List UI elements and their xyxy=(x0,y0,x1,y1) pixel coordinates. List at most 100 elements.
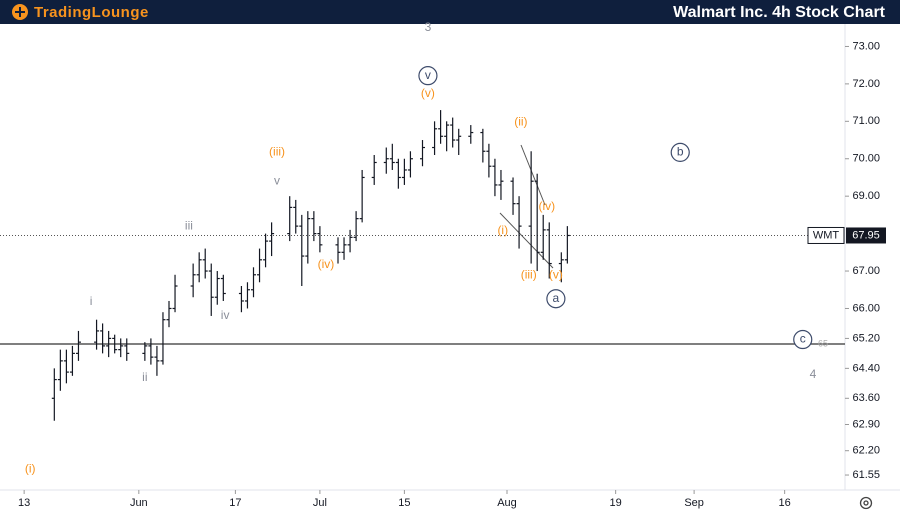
wave-label: (iii) xyxy=(521,268,537,282)
ohlc-bar xyxy=(371,155,377,185)
ohlc-bar xyxy=(172,274,178,313)
wave-circle xyxy=(546,289,566,309)
ohlc-bar xyxy=(444,121,450,152)
wedge-line xyxy=(499,212,554,269)
x-tick-label: Aug xyxy=(497,497,517,509)
price-tag xyxy=(846,227,886,244)
ohlc-bar xyxy=(94,319,100,350)
wave-circle xyxy=(670,142,690,162)
ohlc-bar xyxy=(510,177,516,215)
ohlc-bar xyxy=(118,338,124,358)
y-tick-label: 62.90 xyxy=(852,418,880,430)
ohlc-bar xyxy=(480,128,486,163)
y-tick-label: 61.55 xyxy=(852,469,880,481)
wave-label: (v) xyxy=(421,86,435,100)
symbol-label: WMT xyxy=(813,229,840,241)
x-tick-label: 19 xyxy=(610,497,622,509)
y-tick-label: 62.20 xyxy=(852,445,880,457)
ohlc-bar xyxy=(432,121,438,156)
wave-label: iv xyxy=(221,308,230,322)
wave-label: (i) xyxy=(25,462,36,476)
x-tick-label: 17 xyxy=(229,497,241,509)
ohlc-bar xyxy=(166,300,172,328)
wave-label: 3 xyxy=(425,20,432,34)
y-tick-label: 70.00 xyxy=(852,153,880,165)
ohlc-bar xyxy=(100,323,106,354)
ohlc-bar xyxy=(311,211,317,242)
wave-label: (v) xyxy=(549,268,563,282)
ohlc-bar xyxy=(389,143,395,170)
ohlc-bar xyxy=(57,349,63,391)
header-bar xyxy=(0,0,900,24)
settings-icon[interactable] xyxy=(859,496,873,510)
ohlc-bar xyxy=(395,158,401,189)
y-tick-label: 64.40 xyxy=(852,362,880,374)
wave-label: ii xyxy=(142,370,147,384)
wave-label: (i) xyxy=(497,223,508,237)
x-tick-label: Jul xyxy=(313,497,327,509)
y-tick-label: 69.00 xyxy=(852,190,880,202)
ohlc-bar xyxy=(468,125,474,144)
ohlc-bar xyxy=(347,229,353,253)
ohlc-bar xyxy=(528,151,534,264)
y-tick-label: 65.20 xyxy=(852,332,880,344)
brand: TradingLounge xyxy=(34,4,149,21)
y-tick-label: 73.00 xyxy=(852,40,880,52)
ohlc-bar xyxy=(540,214,546,260)
ohlc-bar xyxy=(51,368,57,421)
ohlc-bar xyxy=(534,173,540,272)
ohlc-bar xyxy=(407,151,413,178)
ohlc-bar xyxy=(305,211,311,264)
ohlc-bar xyxy=(69,345,75,376)
ohlc-bar xyxy=(208,263,214,316)
wave-label: (iv) xyxy=(318,257,335,271)
ohlc-bar xyxy=(341,237,347,260)
ohlc-bar xyxy=(293,199,299,234)
ohlc-bar xyxy=(401,158,407,185)
wave-label: i xyxy=(90,294,93,308)
logo-mark xyxy=(15,7,25,17)
ohlc-bar xyxy=(106,330,112,358)
ohlc-bar xyxy=(456,128,462,156)
ohlc-bar xyxy=(142,342,148,361)
ohlc-bar xyxy=(564,226,570,264)
wave-label: a xyxy=(553,291,560,305)
price-label: 67.95 xyxy=(852,229,880,241)
level-label: 65 xyxy=(818,338,828,348)
ohlc-bar xyxy=(546,222,552,279)
ohlc-bar xyxy=(257,248,263,283)
ohlc-bar xyxy=(558,252,564,283)
ohlc-bar xyxy=(160,312,166,365)
wave-label: v xyxy=(274,173,280,187)
ohlc-bar xyxy=(335,237,341,264)
ohlc-bar xyxy=(498,169,504,200)
x-tick-label: 16 xyxy=(779,497,791,509)
ohlc-bar xyxy=(263,233,269,268)
y-tick-label: 67.00 xyxy=(852,265,880,277)
y-tick-label: 72.00 xyxy=(852,78,880,90)
ohlc-bar xyxy=(492,158,498,197)
chart-title: Walmart Inc. 4h Stock Chart xyxy=(673,4,886,21)
x-tick-label: Jun xyxy=(130,497,148,509)
ohlc-bar xyxy=(244,282,250,309)
ohlc-bar xyxy=(202,248,208,279)
wave-label: b xyxy=(677,145,684,159)
ohlc-bar xyxy=(269,222,275,257)
wave-label: iii xyxy=(185,218,193,232)
ohlc-bar xyxy=(383,147,389,174)
wave-label: (iv) xyxy=(538,199,555,213)
ohlc-bar xyxy=(190,263,196,298)
y-tick-label: 63.60 xyxy=(852,392,880,404)
ohlc-bar xyxy=(299,214,305,287)
ohlc-bar xyxy=(154,345,160,376)
x-tick-label: 15 xyxy=(398,497,410,509)
ohlc-bar xyxy=(112,334,118,354)
x-tick-label: 13 xyxy=(18,497,30,509)
ohlc-bar xyxy=(420,140,425,167)
x-tick-label: Sep xyxy=(684,497,704,509)
ohlc-bar xyxy=(251,267,256,298)
y-tick-label: 71.00 xyxy=(852,115,880,127)
ohlc-bar xyxy=(438,110,444,144)
